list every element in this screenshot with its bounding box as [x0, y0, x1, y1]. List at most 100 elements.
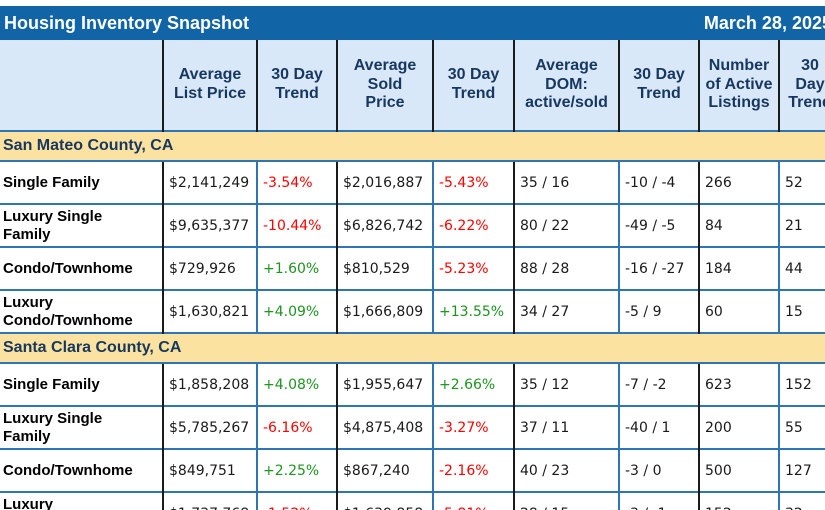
- value-cell: -7 / -2: [618, 362, 699, 406]
- col-header-30day-trend-sold: 30 Day Trend: [432, 40, 514, 131]
- col-header-avg-dom: Average DOM: active/sold: [513, 40, 619, 131]
- value-cell: $1,630,821: [162, 289, 257, 333]
- section-header: Santa Clara County, CA: [0, 332, 825, 363]
- trend-cell: -1.52%: [256, 491, 337, 510]
- value-cell: 55: [778, 405, 825, 449]
- housing-inventory-table: Average List Price 30 Day Trend Average …: [0, 40, 825, 510]
- value-cell: 52: [778, 160, 825, 204]
- value-cell: $729,926: [162, 246, 257, 290]
- trend-cell: -5.43%: [432, 160, 514, 204]
- table-row: Luxury Condo/Townhome$1,737,768-1.52%$1,…: [0, 491, 825, 510]
- value-cell: $5,785,267: [162, 405, 257, 449]
- table-row: Luxury Single Family $5,785,267 -6.16% $4,8…: [0, 405, 825, 449]
- trend-cell: +1.60%: [256, 246, 337, 290]
- value-cell: 266: [698, 160, 779, 204]
- value-cell: $4,875,408: [336, 405, 433, 449]
- section-row: Santa Clara County, CA: [0, 332, 825, 363]
- row-label: Luxury Condo/Townhome: [0, 491, 163, 510]
- col-header-30day-trend-dom: 30 Day Trend: [618, 40, 699, 131]
- value-cell: $1,666,809: [336, 289, 433, 333]
- col-header-30day-trend-list: 30 Day Trend: [256, 40, 337, 131]
- section-row: San Mateo County, CA: [0, 130, 825, 161]
- table-row: Condo/Townhome $729,926 +1.60% $810,529 -5.2…: [0, 246, 825, 290]
- value-cell: 152: [698, 491, 779, 510]
- page-title: Housing Inventory Snapshot: [4, 12, 250, 33]
- col-header-30day-trend-listings: 30 Day Trend: [778, 40, 825, 131]
- section-header: San Mateo County, CA: [0, 130, 825, 161]
- trend-cell: -3.27%: [432, 405, 514, 449]
- value-cell: 200: [698, 405, 779, 449]
- value-cell: 44: [778, 246, 825, 290]
- value-cell: -3 / -1: [618, 491, 699, 510]
- value-cell: $1,639,858: [336, 491, 433, 510]
- value-cell: 84: [698, 203, 779, 247]
- value-cell: 500: [698, 448, 779, 492]
- value-cell: 40 / 23: [513, 448, 619, 492]
- value-cell: 88 / 28: [513, 246, 619, 290]
- row-label: Luxury Single Family: [0, 405, 163, 449]
- value-cell: -49 / -5: [618, 203, 699, 247]
- trend-cell: -6.22%: [432, 203, 514, 247]
- value-cell: 35 / 12: [513, 362, 619, 406]
- value-cell: $2,141,249: [162, 160, 257, 204]
- col-header-avg-list-price: Average List Price: [162, 40, 257, 131]
- value-cell: 34 / 27: [513, 289, 619, 333]
- report-date: March 28, 2025: [703, 12, 825, 33]
- table-row: Luxury Single Family $9,635,377 -10.44% $6,…: [0, 203, 825, 247]
- value-cell: $1,737,768: [162, 491, 257, 510]
- column-header-row: Average List Price 30 Day Trend Average …: [0, 40, 825, 131]
- trend-cell: -5.23%: [432, 246, 514, 290]
- value-cell: 15: [778, 289, 825, 333]
- row-label: Luxury Single Family: [0, 203, 163, 247]
- table-row: Condo/Townhome $849,751 +2.25% $867,240 -2.1…: [0, 448, 825, 492]
- col-header-avg-sold-price: Average Sold Price: [336, 40, 433, 131]
- trend-cell: +2.25%: [256, 448, 337, 492]
- value-cell: 80 / 22: [513, 203, 619, 247]
- col-header-blank: [0, 40, 163, 131]
- value-cell: 28 / 15: [513, 491, 619, 510]
- value-cell: 60: [698, 289, 779, 333]
- title-bar: Housing Inventory Snapshot March 28, 202…: [0, 6, 825, 40]
- value-cell: $1,858,208: [162, 362, 257, 406]
- value-cell: -16 / -27: [618, 246, 699, 290]
- value-cell: 152: [778, 362, 825, 406]
- value-cell: 32: [778, 491, 825, 510]
- value-cell: -10 / -4: [618, 160, 699, 204]
- value-cell: 35 / 16: [513, 160, 619, 204]
- trend-cell: -6.16%: [256, 405, 337, 449]
- col-header-active-listings: Number of Active Listings: [698, 40, 779, 131]
- table-row: Luxury Condo/Townhome $1,630,821 +4.09% $1,…: [0, 289, 825, 333]
- value-cell: -3 / 0: [618, 448, 699, 492]
- trend-cell: +2.66%: [432, 362, 514, 406]
- value-cell: $2,016,887: [336, 160, 433, 204]
- value-cell: 623: [698, 362, 779, 406]
- trend-cell: -3.54%: [256, 160, 337, 204]
- row-label: Single Family: [0, 160, 163, 204]
- value-cell: $810,529: [336, 246, 433, 290]
- value-cell: 37 / 11: [513, 405, 619, 449]
- table-body: San Mateo County, CA Single Family $2,141,…: [0, 130, 825, 510]
- value-cell: -5 / 9: [618, 289, 699, 333]
- value-cell: 21: [778, 203, 825, 247]
- value-cell: -40 / 1: [618, 405, 699, 449]
- table-row: Single Family $2,141,249 -3.54% $2,016,887-…: [0, 160, 825, 204]
- trend-cell: +13.55%: [432, 289, 514, 333]
- row-label: Luxury Condo/Townhome: [0, 289, 163, 333]
- value-cell: $6,826,742: [336, 203, 433, 247]
- trend-cell: +4.09%: [256, 289, 337, 333]
- row-label: Condo/Townhome: [0, 448, 163, 492]
- trend-cell: +4.08%: [256, 362, 337, 406]
- value-cell: 127: [778, 448, 825, 492]
- row-label: Condo/Townhome: [0, 246, 163, 290]
- trend-cell: -5.81%: [432, 491, 514, 510]
- value-cell: $9,635,377: [162, 203, 257, 247]
- row-label: Single Family: [0, 362, 163, 406]
- table-row: Single Family $1,858,208 +4.08% $1,955,647 +…: [0, 362, 825, 406]
- trend-cell: -10.44%: [256, 203, 337, 247]
- value-cell: $867,240: [336, 448, 433, 492]
- value-cell: $849,751: [162, 448, 257, 492]
- trend-cell: -2.16%: [432, 448, 514, 492]
- value-cell: $1,955,647: [336, 362, 433, 406]
- value-cell: 184: [698, 246, 779, 290]
